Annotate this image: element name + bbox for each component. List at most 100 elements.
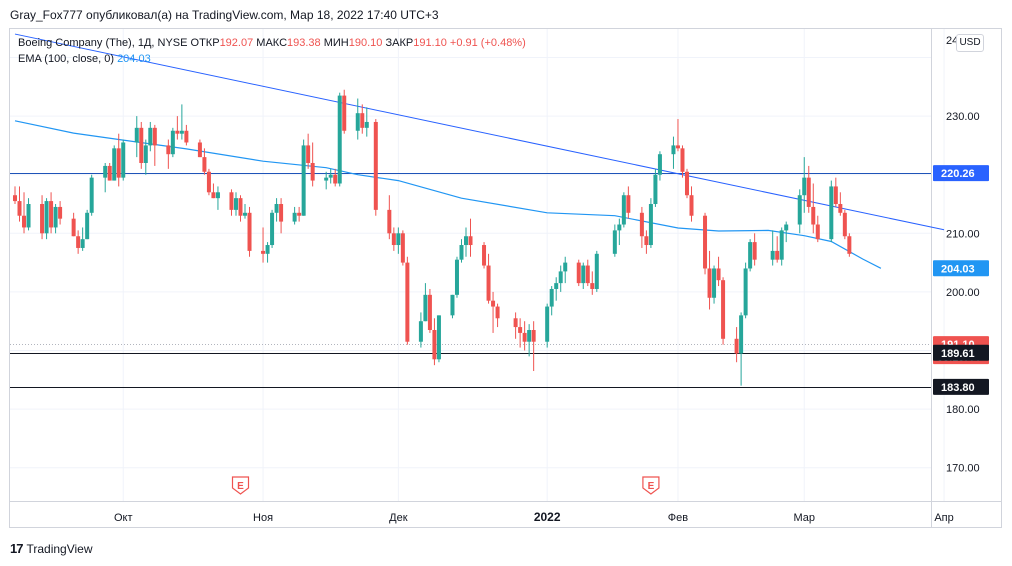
candle-body[interactable] (400, 233, 405, 263)
candle-body[interactable] (621, 195, 626, 225)
candle-body[interactable] (518, 327, 523, 333)
candle-body[interactable] (49, 201, 54, 228)
candle-body[interactable] (143, 145, 148, 163)
candle-body[interactable] (44, 201, 49, 234)
footer-brand[interactable]: TradingView (26, 541, 93, 556)
candle-body[interactable] (274, 204, 279, 213)
candle-body[interactable] (459, 245, 464, 260)
candle-body[interactable] (206, 171, 211, 193)
candle-body[interactable] (513, 318, 518, 328)
candle-body[interactable] (495, 306, 500, 319)
candle-body[interactable] (549, 288, 554, 307)
candle-body[interactable] (454, 259, 459, 295)
candle-body[interactable] (739, 315, 744, 354)
candle-body[interactable] (639, 212, 644, 237)
candle-body[interactable] (229, 192, 234, 210)
candle-body[interactable] (847, 236, 852, 254)
candle-body[interactable] (292, 212, 297, 222)
candle-body[interactable] (712, 268, 717, 298)
candle-body[interactable] (71, 218, 76, 237)
candle-body[interactable] (360, 113, 365, 128)
candle-body[interactable] (53, 206, 58, 228)
candle-body[interactable] (333, 174, 338, 184)
candle-body[interactable] (585, 265, 590, 284)
candle-body[interactable] (590, 283, 595, 289)
candle-body[interactable] (842, 212, 847, 237)
candle-body[interactable] (170, 130, 175, 155)
candle-body[interactable] (617, 224, 622, 231)
chart-frame[interactable]: E E 170.00 180.00 200.00 210.00 230.00 24 Окт Ноя… (9, 28, 1002, 528)
candle-body[interactable] (464, 236, 468, 246)
candle-body[interactable] (58, 206, 63, 219)
candle-body[interactable] (838, 204, 843, 213)
candle-body[interactable] (436, 315, 441, 360)
candle-body[interactable] (175, 130, 180, 134)
candle-body[interactable] (545, 306, 550, 342)
candle-body[interactable] (734, 338, 739, 354)
candle-body[interactable] (233, 198, 238, 210)
candle-body[interactable] (324, 177, 329, 181)
candle-body[interactable] (215, 192, 220, 199)
candle-body[interactable] (391, 233, 396, 246)
candle-body[interactable] (310, 162, 315, 181)
candle-body[interactable] (211, 192, 216, 199)
candle-body[interactable] (76, 236, 81, 248)
candle-body[interactable] (197, 142, 202, 158)
candle-body[interactable] (522, 332, 527, 342)
candle-body[interactable] (581, 265, 586, 284)
candle-body[interactable] (202, 157, 207, 172)
candle-body[interactable] (450, 294, 455, 316)
ema-label[interactable]: EMA (100, close, 0) (18, 53, 114, 65)
earnings-marker-icon[interactable]: E (231, 476, 250, 495)
candle-body[interactable] (184, 130, 189, 143)
candle-body[interactable] (563, 262, 568, 272)
candle-body[interactable] (491, 300, 496, 307)
candle-body[interactable] (558, 271, 563, 284)
candle-body[interactable] (279, 204, 284, 222)
candle-body[interactable] (626, 195, 631, 213)
candle-body[interactable] (648, 204, 653, 246)
candle-body[interactable] (80, 239, 85, 248)
candle-body[interactable] (657, 154, 662, 175)
candle-body[interactable] (644, 236, 649, 246)
candle-body[interactable] (680, 148, 685, 172)
candle-body[interactable] (423, 294, 428, 322)
candle-body[interactable] (594, 253, 599, 289)
candle-body[interactable] (554, 283, 559, 289)
candle-body[interactable] (134, 127, 139, 143)
candle-body[interactable] (364, 121, 369, 128)
candle-body[interactable] (107, 165, 112, 181)
price-chart[interactable]: E E 170.00 180.00 200.00 210.00 230.00 24 Окт Ноя… (10, 29, 1002, 528)
symbol-name[interactable]: Boeing Company (The), 1Д, NYSE (18, 37, 188, 49)
candle-body[interactable] (815, 224, 820, 240)
candle-body[interactable] (784, 224, 789, 231)
candle-body[interactable] (373, 121, 378, 210)
candle-body[interactable] (612, 230, 617, 254)
candle-body[interactable] (103, 165, 108, 178)
candle-body[interactable] (684, 171, 689, 196)
candle-body[interactable] (85, 212, 90, 240)
candle-body[interactable] (748, 242, 753, 269)
candle-body[interactable] (337, 95, 342, 184)
candle-body[interactable] (671, 145, 676, 155)
candle-body[interactable] (775, 250, 780, 260)
candle-body[interactable] (116, 148, 121, 178)
candle-body[interactable] (301, 145, 306, 216)
candle-body[interactable] (89, 177, 94, 213)
candle-body[interactable] (797, 195, 802, 225)
candle-body[interactable] (482, 245, 487, 266)
candle-body[interactable] (743, 268, 748, 316)
candle-body[interactable] (396, 233, 401, 246)
candle-body[interactable] (238, 198, 243, 216)
candle-body[interactable] (806, 177, 811, 207)
candle-body[interactable] (26, 204, 31, 228)
candle-body[interactable] (405, 262, 410, 342)
candle-body[interactable] (468, 236, 473, 246)
candle-body[interactable] (166, 145, 171, 155)
candle-body[interactable] (527, 330, 532, 342)
candle-body[interactable] (261, 250, 266, 254)
candle-body[interactable] (342, 95, 347, 131)
candle-body[interactable] (752, 242, 757, 260)
tradingview-logo-icon[interactable]: 17 (10, 541, 24, 556)
candle-body[interactable] (531, 330, 536, 342)
